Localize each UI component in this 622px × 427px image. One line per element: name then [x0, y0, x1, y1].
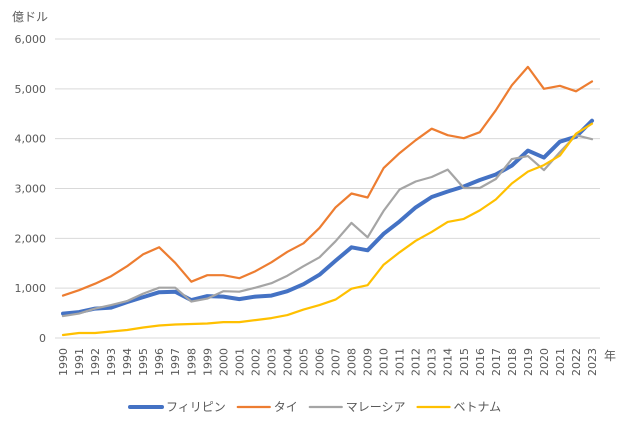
x-tick-label: 1996 [153, 348, 166, 376]
x-tick-label: 2003 [265, 348, 278, 376]
x-tick-label: 2017 [490, 348, 503, 376]
x-tick-label: 2013 [426, 348, 439, 376]
x-tick-label: 1995 [137, 348, 150, 376]
x-tick-label: 2020 [538, 348, 551, 376]
x-tick-label: 1994 [121, 348, 134, 376]
x-tick-label: 1998 [185, 348, 198, 376]
x-tick-label: 2023 [586, 348, 599, 376]
x-tick-label: 2002 [249, 348, 262, 376]
x-tick-label: 2008 [346, 348, 359, 376]
legend: フィリピン タイ マレーシア ベトナム [128, 400, 502, 414]
x-tick-label: 2001 [233, 348, 246, 376]
series-line-2 [61, 65, 594, 297]
x-tick-label: 1993 [105, 348, 118, 376]
y-tick-label: 3,000 [15, 183, 47, 196]
x-tick-label: 2010 [378, 348, 391, 376]
x-tick-labels: 1990 1991 1992 1993 1994 1995 1996 1997 1998 1999… [57, 348, 599, 376]
y-tick-label: 6,000 [15, 33, 47, 46]
x-tick-label: 2019 [522, 348, 535, 376]
x-tick-label: 2011 [394, 348, 407, 376]
x-tick-label: 1997 [169, 348, 182, 376]
x-tick-label: 2016 [474, 348, 487, 376]
series-lines [61, 65, 594, 337]
x-tick-label: 2015 [458, 348, 471, 376]
x-tick-label: 2006 [313, 348, 326, 376]
legend-label-3: マレーシア [346, 400, 406, 414]
y-axis-unit-label: 億ドル [12, 10, 48, 24]
x-tick-label: 2012 [410, 348, 423, 376]
y-tick-label: 4,000 [15, 133, 47, 146]
y-tick-label: 5,000 [15, 83, 47, 96]
x-tick-label: 2022 [570, 348, 583, 376]
x-tick-label: 2004 [281, 348, 294, 376]
x-tick-label: 1992 [89, 348, 102, 376]
y-tick-label: 0 [39, 332, 46, 345]
y-tick-label: 2,000 [15, 232, 47, 245]
series-line-3 [61, 134, 594, 318]
gridlines [55, 38, 600, 339]
x-tick-label: 2018 [506, 348, 519, 376]
x-tick-label: 2009 [362, 348, 375, 376]
x-tick-label: 1991 [73, 348, 86, 376]
x-tick-label: 1999 [201, 348, 214, 376]
series-line-4 [61, 122, 594, 337]
legend-label-2: タイ [274, 400, 298, 414]
legend-label-4: ベトナム [454, 400, 502, 414]
y-tick-labels: 0 1,000 2,000 3,000 4,000 5,000 6,000 [15, 33, 47, 345]
x-axis-unit-label: 年 [604, 349, 616, 363]
legend-label-1: フィリピン [166, 400, 226, 414]
x-tick-label: 2000 [217, 348, 230, 376]
x-tick-label: 2014 [442, 348, 455, 376]
x-tick-label: 2021 [554, 348, 567, 376]
x-tick-label: 1990 [57, 348, 70, 376]
x-tick-label: 2005 [297, 348, 310, 376]
x-tick-label: 2007 [330, 348, 343, 376]
y-tick-label: 1,000 [15, 282, 47, 295]
